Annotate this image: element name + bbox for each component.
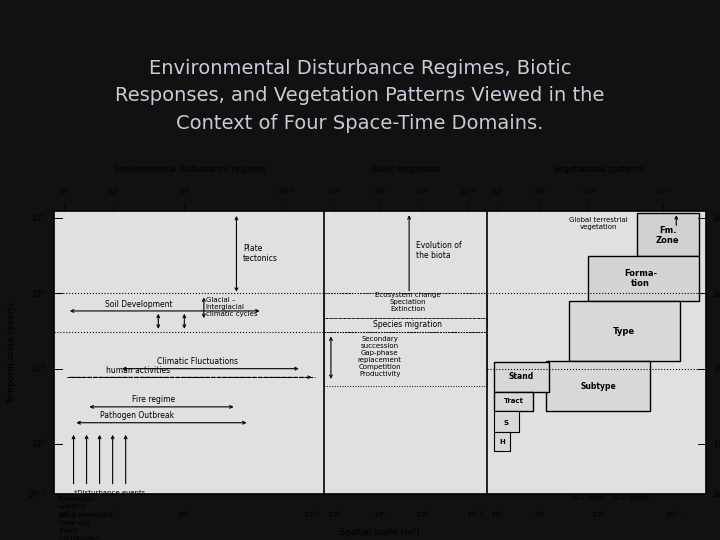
Text: *Examples:
 wildfire
 wind damage
 clear cut
 flood
 earthquake: *Examples: wildfire wind damage clear cu… <box>57 496 107 540</box>
Text: 10$^{12}$: 10$^{12}$ <box>277 186 294 198</box>
Text: Biotic responses: Biotic responses <box>372 165 441 174</box>
Text: Soil Development: Soil Development <box>105 300 173 308</box>
Text: Fm.
Zone: Fm. Zone <box>656 226 680 245</box>
Text: 10$^1$: 10$^1$ <box>533 510 546 521</box>
Text: 10$^8$: 10$^8$ <box>177 186 192 198</box>
Text: 10$^4$: 10$^4$ <box>373 186 387 198</box>
Bar <box>494 432 510 451</box>
Text: Temporal scale (years): Temporal scale (years) <box>7 301 16 403</box>
Text: 10$^6$: 10$^6$ <box>31 287 46 300</box>
Text: 10$^8$: 10$^8$ <box>177 510 192 521</box>
Bar <box>546 361 650 411</box>
Text: 10$^3$: 10$^3$ <box>714 362 720 375</box>
Text: *Disturbance events: *Disturbance events <box>73 490 145 496</box>
Bar <box>494 411 518 432</box>
Text: 10$^{10}$: 10$^{10}$ <box>665 510 682 521</box>
Text: 10$^3$: 10$^3$ <box>32 362 46 375</box>
Text: 10$^4$: 10$^4$ <box>106 186 120 198</box>
Text: 10$^9$: 10$^9$ <box>32 212 46 224</box>
Bar <box>325 319 487 332</box>
Bar <box>494 392 533 411</box>
Text: Environmental Disturbance Regimes, Biotic
Responses, and Vegetation Patterns Vie: Environmental Disturbance Regimes, Bioti… <box>115 59 605 133</box>
Text: Spatial scale (m²): Spatial scale (m²) <box>340 528 420 537</box>
Text: Pathogen Outbreak: Pathogen Outbreak <box>99 411 174 420</box>
Text: 10$^6$: 10$^6$ <box>591 510 605 521</box>
Bar <box>325 293 487 319</box>
Text: 10$^8$: 10$^8$ <box>415 186 429 198</box>
Text: Glacial –
Interglacial
climatic cycles: Glacial – Interglacial climatic cycles <box>206 296 257 316</box>
Text: Fire regime: Fire regime <box>132 395 175 404</box>
Text: Plate
tectonics: Plate tectonics <box>243 244 278 263</box>
Text: 10$^9$: 10$^9$ <box>714 212 720 224</box>
Text: S: S <box>504 420 509 426</box>
Text: Species migration: Species migration <box>373 320 442 328</box>
Text: H = Herb    S = Shrub: H = Herb S = Shrub <box>572 495 649 501</box>
Text: 10$^{13}$: 10$^{13}$ <box>466 510 482 521</box>
Text: 10$^0$: 10$^0$ <box>714 438 720 450</box>
Text: 10$^{-2}$: 10$^{-2}$ <box>714 488 720 500</box>
Text: 10$^0$: 10$^0$ <box>328 510 341 521</box>
Text: Stand: Stand <box>508 372 534 381</box>
Bar <box>494 362 549 392</box>
Text: Tract: Tract <box>503 399 523 404</box>
Text: Vegetational patterns: Vegetational patterns <box>552 165 644 174</box>
Text: Climatic Fluctuations: Climatic Fluctuations <box>157 357 238 366</box>
Text: ·10$^8$: ·10$^8$ <box>580 186 596 198</box>
Text: 10$^5$: 10$^5$ <box>533 186 546 198</box>
Text: 10$^0$: 10$^0$ <box>490 510 504 521</box>
Text: 10$^4$: 10$^4$ <box>373 510 387 521</box>
Text: Environmental disturbance regimes: Environmental disturbance regimes <box>115 165 266 174</box>
Text: 10$^8$: 10$^8$ <box>415 510 429 521</box>
Text: 10$^{15}$: 10$^{15}$ <box>303 510 320 521</box>
Bar <box>569 301 680 361</box>
Bar <box>588 256 699 301</box>
Text: Evolution of
the biota: Evolution of the biota <box>415 241 462 260</box>
Text: 10$^0$: 10$^0$ <box>328 186 341 198</box>
Text: H: H <box>500 439 505 445</box>
Bar <box>637 213 699 256</box>
Text: Forma-
tion: Forma- tion <box>624 268 657 288</box>
Text: 10$^{12}$: 10$^{12}$ <box>459 186 476 198</box>
Bar <box>325 332 487 386</box>
Text: 10$^0$: 10$^0$ <box>31 438 46 450</box>
Text: human activities: human activities <box>106 366 170 375</box>
Text: 10$^0$: 10$^0$ <box>490 186 504 198</box>
Text: Type: Type <box>613 327 635 336</box>
Text: Secondary
succession
Gap-phase
replacement
Competition
Productivity: Secondary succession Gap-phase replaceme… <box>358 336 402 377</box>
Text: 10$^6$: 10$^6$ <box>714 287 720 300</box>
Text: 10$^0$: 10$^0$ <box>57 510 71 521</box>
Text: 10$^{-2}$: 10$^{-2}$ <box>27 488 46 500</box>
Text: Subtype: Subtype <box>580 382 616 391</box>
Text: Ecosystem change
Speciation
Extinction: Ecosystem change Speciation Extinction <box>375 292 441 312</box>
Text: 10$^0$: 10$^0$ <box>57 186 71 198</box>
Text: 10$^1$: 10$^1$ <box>102 510 116 521</box>
Text: 10$^{12}$: 10$^{12}$ <box>655 186 672 198</box>
Text: Global terrestrial
vegetation: Global terrestrial vegetation <box>569 217 627 230</box>
